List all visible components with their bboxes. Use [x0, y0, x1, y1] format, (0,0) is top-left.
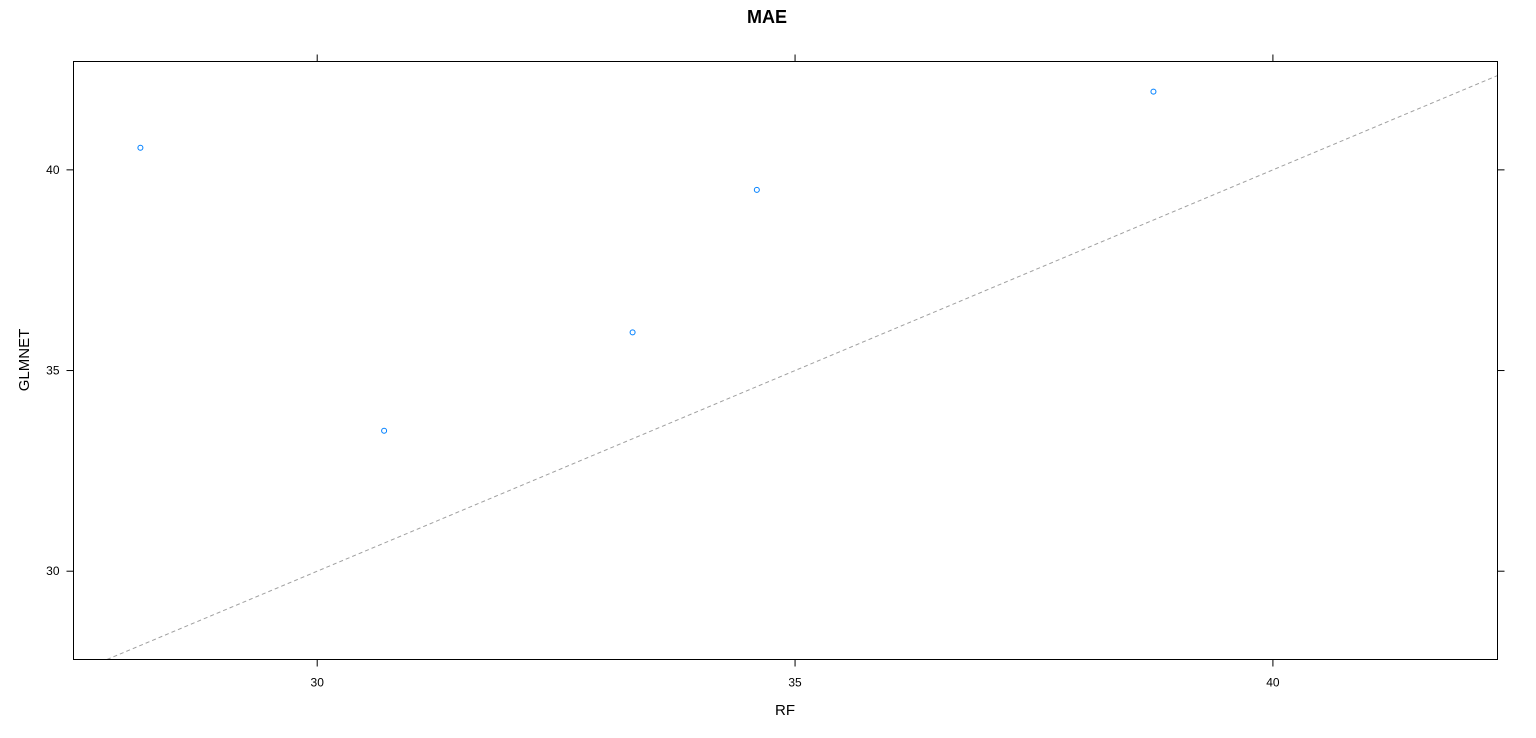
data-point: [1150, 88, 1157, 95]
data-point: [753, 186, 760, 193]
y-tick-label: 30: [46, 564, 60, 578]
y-tick-label: 40: [46, 163, 60, 177]
x-tick-label: 35: [788, 676, 802, 690]
data-point: [629, 329, 636, 336]
y-axis-label: GLMNET: [16, 329, 33, 392]
x-axis-label: RF: [775, 702, 795, 719]
identity-line: [106, 75, 1498, 660]
plot-frame: [73, 61, 1498, 660]
chart-title: MAE: [747, 7, 787, 27]
x-tick-label: 40: [1266, 676, 1280, 690]
x-tick-label: 30: [311, 676, 325, 690]
data-point: [137, 144, 144, 151]
y-tick-label: 35: [46, 364, 60, 378]
data-point: [381, 427, 388, 434]
